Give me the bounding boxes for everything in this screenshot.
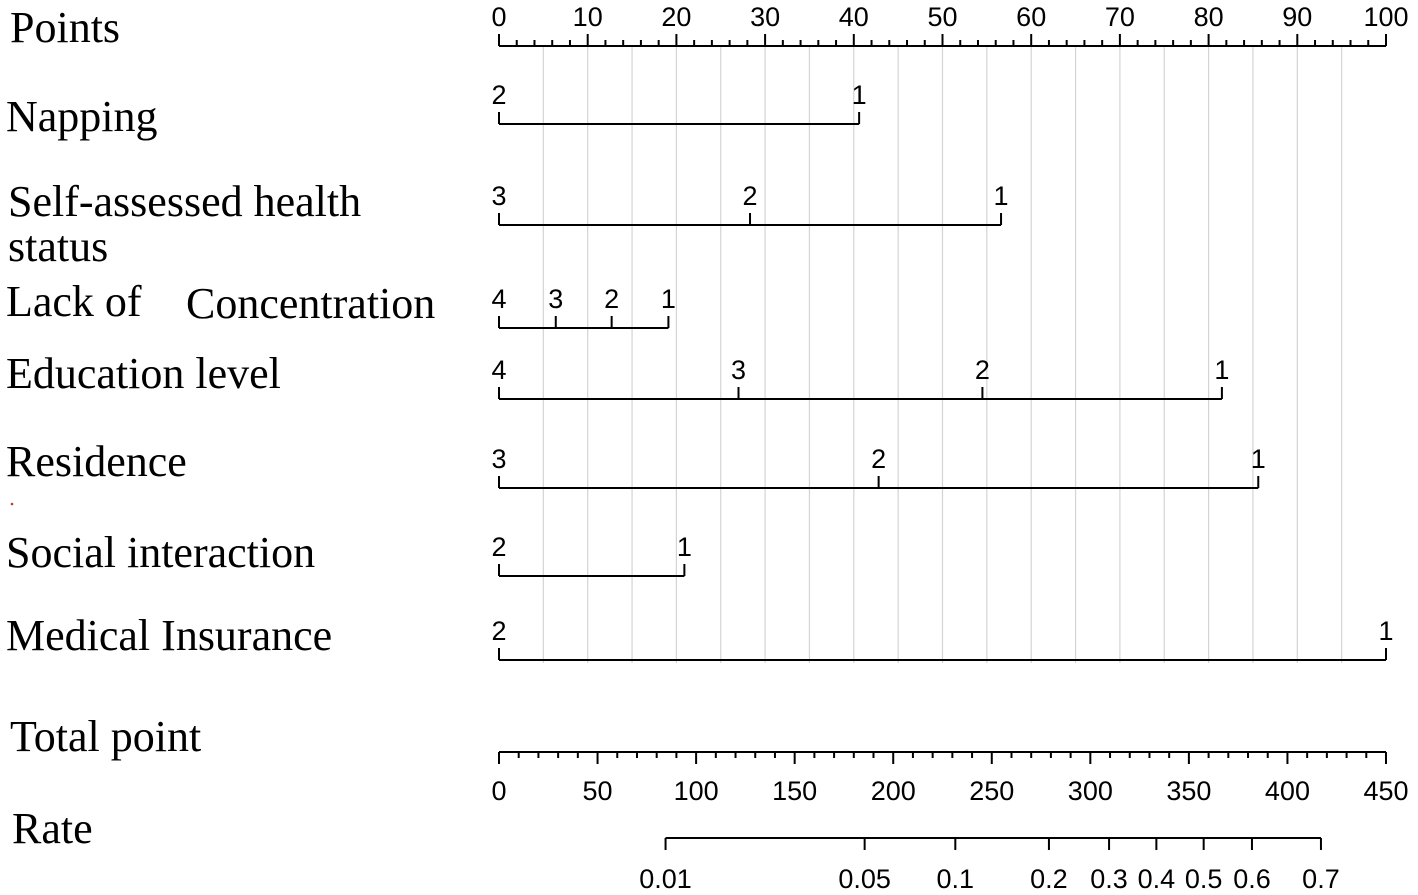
points-axis-label: Points	[10, 3, 120, 52]
points-tick-label: 40	[839, 2, 869, 32]
rate-tick-label: 0.7	[1302, 864, 1340, 894]
variable-label: Lack of	[6, 277, 142, 326]
total-tick-label: 100	[674, 776, 719, 806]
level-label: 3	[548, 284, 563, 314]
level-label: 2	[604, 284, 619, 314]
rate-tick-label: 0.4	[1138, 864, 1176, 894]
gridlines	[542, 46, 1343, 663]
level-label: 1	[994, 181, 1009, 211]
points-tick-label: 80	[1194, 2, 1224, 32]
total-tick-label: 450	[1363, 776, 1408, 806]
rate-tick-label: 0.05	[838, 864, 891, 894]
level-label: 2	[491, 616, 506, 646]
rate-tick-label: 0.5	[1185, 864, 1223, 894]
stray-mark	[10, 502, 14, 506]
total-tick-label: 0	[491, 776, 506, 806]
points-tick-label: 20	[661, 2, 691, 32]
points-tick-label: 100	[1363, 2, 1408, 32]
variable-label: Social interaction	[6, 528, 315, 577]
rate-tick-label: 0.01	[639, 864, 692, 894]
level-label: 1	[661, 284, 676, 314]
level-label: 4	[491, 355, 506, 385]
level-label: 1	[1251, 444, 1266, 474]
level-label: 2	[871, 444, 886, 474]
variable-label: Residence	[6, 437, 187, 486]
points-tick-label: 50	[927, 2, 957, 32]
variable-label: Concentration	[186, 279, 435, 328]
level-label: 2	[491, 80, 506, 110]
level-label: 4	[491, 284, 506, 314]
rate-tick-label: 0.3	[1090, 864, 1128, 894]
variable-label: Medical Insurance	[6, 611, 332, 660]
total-tick-label: 350	[1166, 776, 1211, 806]
level-label: 1	[1378, 616, 1393, 646]
total-tick-label: 50	[583, 776, 613, 806]
total-tick-label: 250	[969, 776, 1014, 806]
points-tick-label: 30	[750, 2, 780, 32]
points-tick-label: 10	[573, 2, 603, 32]
level-label: 1	[1214, 355, 1229, 385]
level-label: 1	[852, 80, 867, 110]
total-tick-label: 200	[871, 776, 916, 806]
rate-tick-label: 0.6	[1233, 864, 1271, 894]
level-label: 1	[677, 532, 692, 562]
total-tick-label: 300	[1068, 776, 1113, 806]
points-tick-label: 70	[1105, 2, 1135, 32]
points-tick-label: 0	[491, 2, 506, 32]
level-label: 3	[491, 444, 506, 474]
total-tick-label: 150	[772, 776, 817, 806]
rate-label: Rate	[12, 804, 93, 853]
total-points-label: Total point	[10, 712, 201, 761]
variable-label: Napping	[6, 92, 158, 141]
total-tick-label: 400	[1265, 776, 1310, 806]
level-label: 2	[491, 532, 506, 562]
level-label: 3	[491, 181, 506, 211]
rate-tick-label: 0.2	[1030, 864, 1068, 894]
rate-tick-label: 0.1	[937, 864, 975, 894]
variable-label: status	[8, 222, 108, 271]
level-label: 2	[743, 181, 758, 211]
points-tick-label: 90	[1282, 2, 1312, 32]
level-label: 2	[975, 355, 990, 385]
points-tick-label: 60	[1016, 2, 1046, 32]
variable-label: Education level	[6, 349, 281, 398]
level-label: 3	[731, 355, 746, 385]
variable-label: Self-assessed health	[8, 177, 361, 226]
